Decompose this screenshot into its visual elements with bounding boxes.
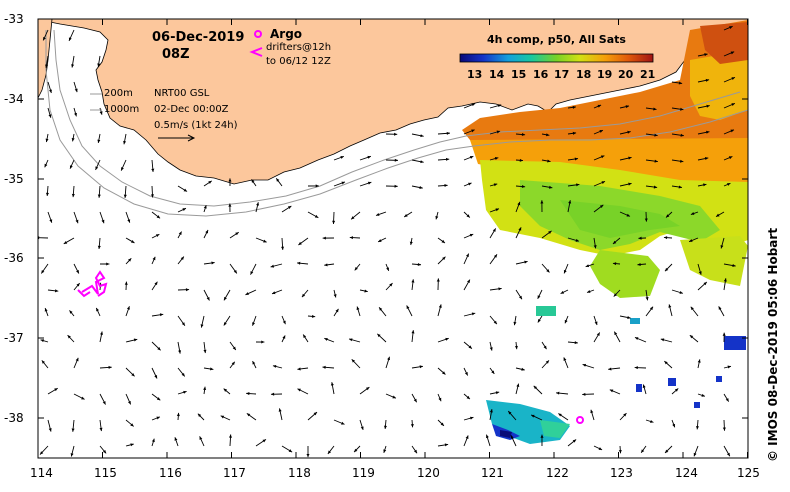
imos-credit: © IMOS 08-Dec-2019 05:06 Hobart [766, 227, 780, 462]
map-date: 06-Dec-2019 [152, 30, 245, 45]
argo-float-marker [576, 416, 584, 424]
map-hour: 08Z [162, 47, 190, 62]
lon-tick-label: 119 [352, 466, 375, 480]
colorbar-tick: 14 [489, 68, 505, 81]
scale-arrow-label: 0.5m/s (1kt 24h) [154, 120, 238, 131]
argo-legend-label: Argo [270, 27, 303, 41]
lon-tick-label: 114 [30, 466, 53, 480]
lon-tick-label: 121 [481, 466, 504, 480]
lon-tick-label: 116 [159, 466, 182, 480]
isobath-1000-label: 1000m [104, 104, 140, 115]
colorbar-title: 4h comp, p50, All Sats [487, 33, 626, 46]
plot-frame [37, 18, 749, 459]
lon-tick-label: 115 [94, 466, 117, 480]
lat-tick-label: -37 [4, 331, 24, 345]
drifter-legend-icon [249, 47, 263, 57]
isobath-1000m [45, 30, 748, 217]
axis-ticks [37, 18, 748, 458]
drifter-track [77, 270, 108, 298]
lat-tick-label: -36 [4, 251, 24, 265]
lon-tick-label: 124 [675, 466, 698, 480]
lon-tick-label: 125 [737, 466, 760, 480]
colorbar-tick: 19 [597, 68, 613, 81]
isobath-200m [53, 29, 741, 207]
colorbar-tick: 18 [576, 68, 592, 81]
scale-arrow [158, 134, 196, 142]
drifters-legend-label: drifters@12h [266, 42, 332, 53]
colorbar-tick: 17 [554, 68, 570, 81]
colorbar-tick: 16 [533, 68, 549, 81]
current-vectors [38, 25, 736, 458]
argo-legend-icon [254, 30, 262, 38]
currents-time-label: 02-Dec 00:00Z [154, 104, 229, 115]
lat-tick-label: -35 [4, 172, 24, 186]
colorbar-tick: 13 [467, 68, 483, 81]
colorbar-tick: 21 [640, 68, 656, 81]
lon-tick-label: 120 [417, 466, 440, 480]
lon-tick-label: 123 [610, 466, 633, 480]
colorbar [459, 53, 654, 63]
lon-tick-label: 118 [288, 466, 311, 480]
sst-field [462, 20, 748, 444]
lon-tick-label: 122 [546, 466, 569, 480]
isobath-200-label: 200m [104, 88, 133, 99]
colorbar-tick: 20 [618, 68, 634, 81]
drifters-range-label: to 06/12 12Z [266, 56, 331, 67]
lon-tick-label: 117 [223, 466, 246, 480]
lat-tick-label: -38 [4, 411, 24, 425]
west-coast-land [38, 19, 53, 99]
lat-tick-label: -34 [4, 92, 24, 106]
currents-source-label: NRT00 GSL [154, 88, 210, 99]
colorbar-tick: 15 [511, 68, 527, 81]
lat-tick-label: -33 [4, 12, 24, 26]
